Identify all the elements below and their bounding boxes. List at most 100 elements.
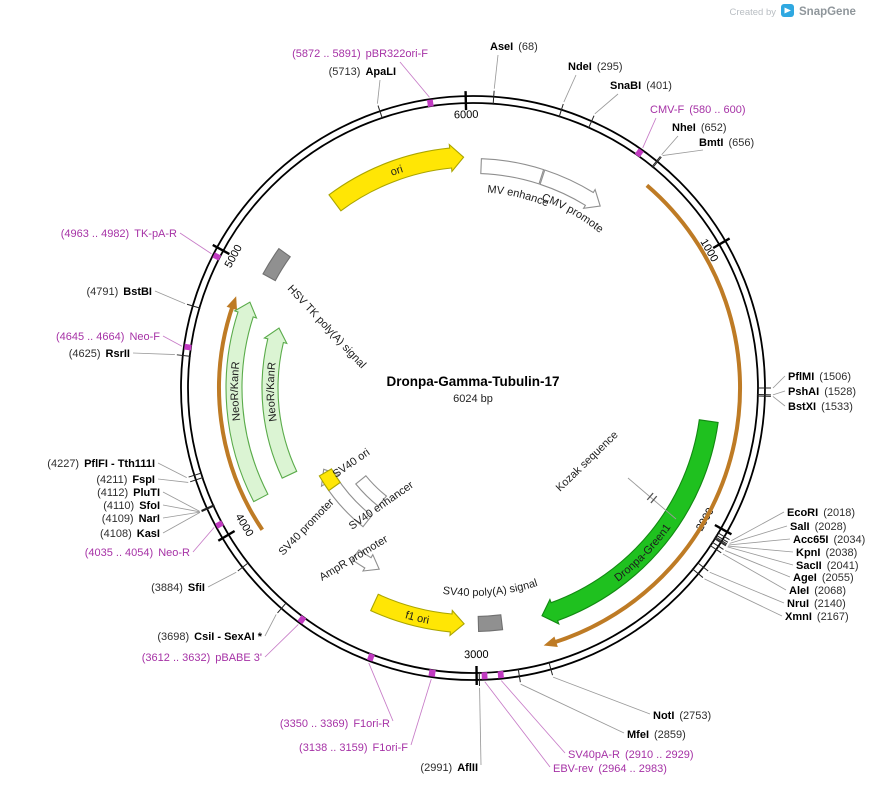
feature-neo-orf[interactable]: [217, 296, 264, 531]
callout-line: [727, 545, 794, 553]
feature-shape-cmv-promoter[interactable]: [539, 169, 601, 209]
enzyme-tick: [691, 568, 704, 578]
enzyme-site-mfei[interactable]: MfeI (2859): [517, 668, 686, 741]
enzyme-site-pflmi[interactable]: PflMI (1506): [757, 371, 851, 389]
enzyme-site-xmni[interactable]: XmnI (2167): [691, 568, 849, 623]
plasmid-center-label: Dronpa-Gamma-Tubulin-17 6024 bp: [386, 374, 559, 405]
enzyme-site-alei[interactable]: AleI (2068): [709, 544, 846, 597]
enzyme-site-snabi[interactable]: SnaBI (401): [587, 80, 672, 129]
primer-ebv-rev[interactable]: EBV-rev (2964 .. 2983): [481, 672, 667, 775]
enzyme-site-nari[interactable]: (4109) NarI: [102, 505, 215, 525]
callout-line: [729, 525, 788, 544]
feature-shape-dronpa-green1[interactable]: [541, 419, 719, 625]
primer-sv40pa-r[interactable]: SV40pA-R (2910 .. 2929): [497, 670, 694, 761]
callout-line: [264, 614, 277, 637]
feature-shape-ori[interactable]: [328, 143, 465, 212]
primer-pbr322ori-f[interactable]: (5872 .. 5891) pBR322ori-F: [292, 48, 434, 108]
feature-shape-ampr-promoter[interactable]: [351, 549, 381, 572]
primer-cmv-f[interactable]: CMV-F (580 .. 600): [634, 104, 746, 158]
enzyme-tick: [558, 103, 564, 118]
plasmid-length: 6024 bp: [453, 393, 493, 405]
enzyme-tick: [587, 115, 595, 129]
primer-mark: [297, 615, 307, 625]
enzyme-site-ndei[interactable]: NdeI (295): [558, 61, 623, 118]
primer-tk-pa-r[interactable]: (4963 .. 4982) TK-pA-R: [61, 228, 222, 261]
callout-line: [376, 79, 381, 104]
enzyme-tick: [201, 504, 215, 512]
enzyme-site-csii-sexai-[interactable]: (3698) CsiI - SexAI *: [157, 602, 288, 643]
enzyme-site-sfoi[interactable]: (4110) SfoI: [103, 500, 215, 513]
enzyme-site-nrui[interactable]: NruI (2140): [696, 562, 846, 610]
site-label-text: KpnI (2038): [796, 547, 857, 559]
feature-label: SV40 promoter: [277, 496, 337, 558]
feature-dronpa-green1[interactable]: Dronpa-Green1: [541, 419, 719, 625]
feature-cmv-enhancer[interactable]: CMV enhancer: [0, 0, 550, 209]
site-label-text: Acc65I (2034): [793, 534, 865, 546]
site-label-text: (3350 .. 3369) F1ori-R: [280, 718, 390, 730]
enzyme-site-kasi[interactable]: (4108) KasI: [100, 505, 215, 540]
feature-shape-f1-ori[interactable]: [369, 593, 465, 637]
primer-neo-f[interactable]: (4645 .. 4664) Neo-F: [56, 331, 192, 351]
primer-f1ori-f[interactable]: (3138 .. 3159) F1ori-F: [299, 669, 436, 754]
feature-shape-neor-kanr-inner[interactable]: [261, 327, 298, 479]
site-label-text: BmtI (656): [699, 137, 754, 149]
enzyme-site-pluti[interactable]: (4112) PluTI: [97, 487, 215, 512]
site-label-text: (4109) NarI: [102, 513, 160, 525]
feature-label: Kozak sequence: [554, 429, 621, 494]
site-label-text: (3884) SfiI: [151, 582, 205, 594]
enzyme-site-sfii[interactable]: (3884) SfiI: [151, 562, 250, 594]
enzyme-site-fspi[interactable]: (4211) FspI: [96, 474, 204, 486]
site-label-text: (4625) RsrII: [69, 348, 130, 360]
feature-kozak[interactable]: Kozak sequence: [554, 429, 677, 520]
enzyme-site-asei[interactable]: AseI (68): [490, 41, 538, 105]
enzyme-site-sali[interactable]: SalI (2028): [715, 521, 846, 544]
enzyme-site-sacii[interactable]: SacII (2041): [713, 537, 859, 572]
enzyme-site-rsrii[interactable]: (4625) RsrII: [69, 348, 191, 360]
feature-shape-sv40-enhancer[interactable]: [355, 475, 388, 507]
feature-shape-sv40-ori[interactable]: [318, 468, 341, 492]
feature-shape-neor-kanr-outer[interactable]: [225, 301, 269, 503]
enzyme-site-agei[interactable]: AgeI (2055): [711, 541, 854, 584]
callout-line: [410, 678, 432, 746]
enzyme-tick: [237, 562, 250, 572]
site-label-text: (2991) AflII: [420, 762, 478, 774]
enzyme-site-apali[interactable]: (5713) ApaLI: [329, 66, 396, 119]
feature-f1-ori[interactable]: f1 ori: [369, 593, 465, 637]
enzyme-tick: [713, 537, 727, 547]
feature-shape-sv40-pa[interactable]: [477, 614, 504, 632]
enzyme-site-bmti[interactable]: BmtI (656): [652, 137, 755, 169]
feature-ampr-promoter[interactable]: AmpR promoter: [317, 533, 390, 583]
feature-shape-hsv-tk-pa[interactable]: [262, 247, 291, 282]
feature-neor-kanr-inner[interactable]: NeoR/KanR: [261, 327, 298, 479]
callout-line: [520, 683, 625, 734]
enzyme-site-acc65i[interactable]: Acc65I (2034): [714, 534, 865, 546]
feature-label: CMV promoter: [0, 0, 606, 236]
enzyme-site-bstbi[interactable]: (4791) BstBI: [86, 286, 201, 309]
orf-arrowhead: [226, 296, 238, 311]
primer-f1ori-r[interactable]: (3350 .. 3369) F1ori-R: [280, 653, 394, 730]
enzyme-site-ecori[interactable]: EcoRI (2018): [717, 507, 855, 542]
feature-cmv-promoter[interactable]: CMV promoter: [0, 0, 606, 236]
scale-tick-2000: [714, 523, 733, 536]
feature-ori[interactable]: ori: [328, 143, 465, 212]
enzyme-site-noti[interactable]: NotI (2753): [548, 661, 711, 722]
enzyme-site-kpni[interactable]: KpnI (2038): [714, 537, 857, 559]
scale-tick-1000: [712, 237, 731, 250]
site-label-text: AgeI (2055): [793, 572, 854, 584]
callout-line: [772, 390, 786, 396]
plasmid-title: Dronpa-Gamma-Tubulin-17: [386, 374, 559, 389]
enzyme-site-pshai[interactable]: PshAI (1528): [756, 386, 856, 398]
primer-mark: [366, 653, 375, 662]
enzyme-site-pflfi-tth111i[interactable]: (4227) PflFI - Tth111I: [47, 458, 203, 479]
callout-line: [727, 546, 794, 566]
feature-fusion-orf[interactable]: [543, 183, 743, 647]
feature-shape-cmv-enhancer[interactable]: [480, 158, 545, 185]
primer-pbabe-3-[interactable]: (3612 .. 3632) pBABE 3': [142, 615, 307, 664]
enzyme-site-nhei[interactable]: NheI (652): [651, 122, 727, 168]
feature-neor-kanr-outer[interactable]: NeoR/KanR: [225, 301, 269, 503]
enzyme-site-bstxi[interactable]: BstXI (1533): [756, 395, 853, 413]
enzyme-site-aflii[interactable]: (2991) AflII: [420, 671, 482, 774]
callout-line: [642, 117, 657, 149]
callout-line: [731, 511, 785, 542]
primer-neo-r[interactable]: (4035 .. 4054) Neo-R: [85, 520, 224, 559]
